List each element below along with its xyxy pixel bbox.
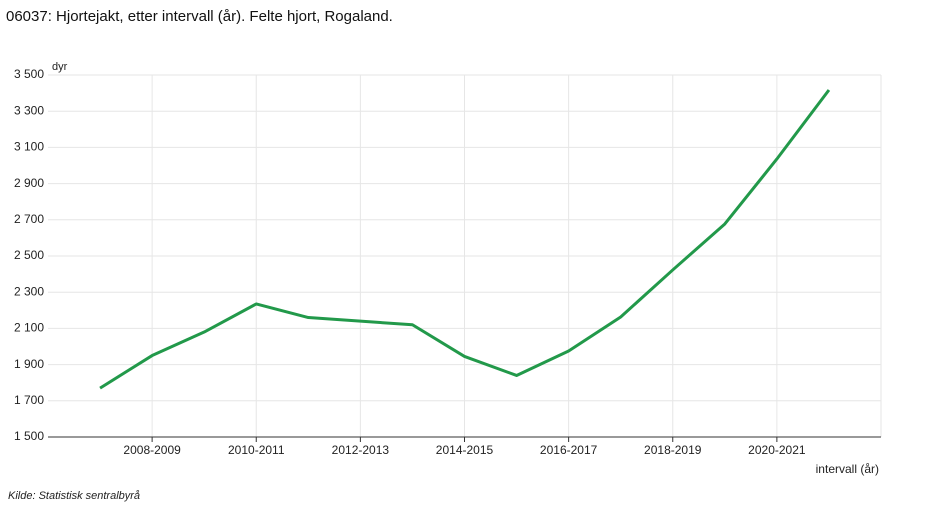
y-tick-label: 1 500 [14,429,44,443]
y-tick-label: 3 100 [14,140,44,154]
y-tick-label: 1 900 [14,357,44,371]
x-tick-label: 2008-2009 [123,443,181,457]
y-tick-label: 2 900 [14,176,44,190]
y-tick-label: 1 700 [14,393,44,407]
x-tick-label: 2020-2021 [748,443,806,457]
y-tick-label: 2 700 [14,212,44,226]
source: Kilde: Statistisk sentralbyrå [8,490,140,502]
chart-title: 06037: Hjortejakt, etter intervall (år).… [6,8,393,25]
y-tick-label: 3 300 [14,103,44,117]
x-tick-label: 2018-2019 [644,443,702,457]
x-tick-label: 2010-2011 [228,443,285,457]
y-tick-label: 2 100 [14,321,44,335]
y-unit-label: dyr [52,61,68,73]
x-tick-label: 2014-2015 [436,443,494,457]
x-tick-label: 2016-2017 [540,443,598,457]
y-tick-label: 2 500 [14,248,44,262]
y-tick-label: 3 500 [14,67,44,81]
x-axis-label: intervall (år) [816,462,879,476]
y-tick-label: 2 300 [14,284,44,298]
x-tick-label: 2012-2013 [332,443,390,457]
data-line [99,89,831,390]
